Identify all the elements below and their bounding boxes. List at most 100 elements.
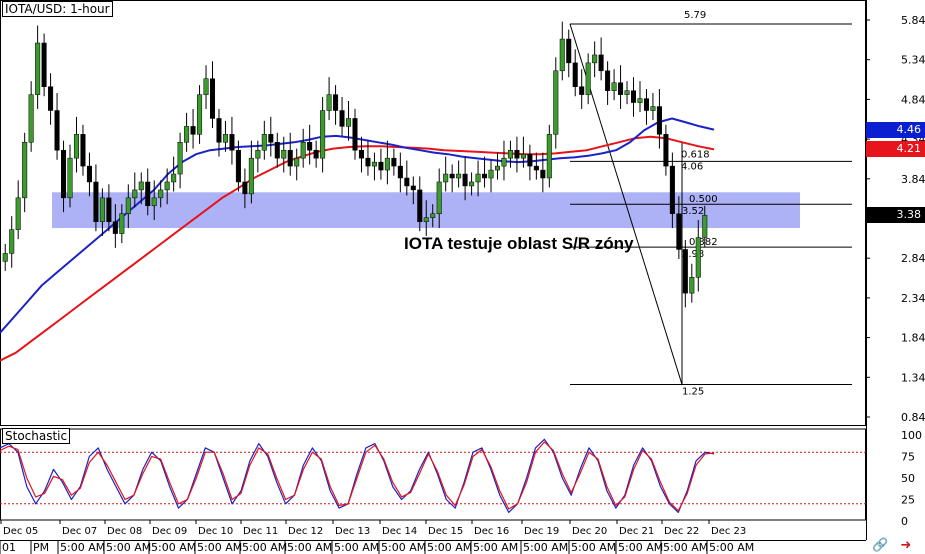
date-label: Dec 08	[107, 526, 142, 537]
time-label: 5:00 AM	[427, 541, 472, 554]
stochastic-d-line	[0, 441, 715, 512]
candle-body	[229, 134, 235, 151]
candle-body	[553, 70, 559, 135]
candle-body	[106, 197, 112, 222]
candle-body	[255, 149, 261, 159]
fib-label: 4.06	[681, 161, 703, 172]
date-label: Dec 05	[3, 526, 38, 537]
candle-body	[67, 157, 73, 199]
candle-body	[9, 229, 15, 254]
arrow-icon[interactable]: ➜	[900, 538, 912, 553]
date-label: Dec 12	[288, 526, 323, 537]
candle-body	[475, 173, 481, 183]
fib-label: 0.618	[681, 149, 710, 160]
time-label: 5:00 AM	[663, 541, 708, 554]
date-label: Dec 16	[474, 526, 509, 537]
candle-body	[73, 134, 80, 159]
candle-body	[333, 94, 339, 111]
candle-body	[404, 177, 410, 187]
fib-label: 1.25	[682, 386, 704, 397]
candle-body	[235, 149, 241, 183]
current-price-badge: 3.38	[866, 207, 925, 224]
candle-body	[119, 213, 125, 234]
time-label: 5:00 AM	[618, 541, 663, 554]
candle-body	[346, 118, 352, 127]
time-label: 5:00 AM	[287, 541, 332, 554]
candle-body	[80, 134, 86, 167]
candle-body	[248, 157, 254, 195]
candle-body	[449, 173, 455, 179]
date-label: Dec 21	[619, 526, 654, 537]
candle-body	[242, 181, 248, 195]
candle-body	[222, 134, 228, 143]
candle-body	[643, 98, 649, 111]
candle-body	[171, 173, 177, 183]
candle-body	[203, 78, 209, 95]
candle-body	[507, 149, 513, 159]
candle-body	[281, 149, 287, 159]
stochastic-title: Stochastic	[2, 428, 71, 444]
candle-body	[320, 110, 326, 159]
time-label: 5:00 AM	[242, 541, 287, 554]
candle-body	[520, 153, 526, 159]
price-tick-label: 1.84	[901, 332, 925, 345]
candle-body	[630, 90, 637, 103]
candle-body	[339, 110, 345, 127]
fib-label: 5.79	[684, 10, 706, 21]
candle-body	[365, 157, 371, 167]
date-label: Dec 19	[524, 526, 559, 537]
candle-body	[566, 38, 572, 64]
time-label: 5:00 AM	[381, 541, 426, 554]
candle-body	[41, 42, 47, 87]
candle-body	[546, 134, 552, 179]
candle-body	[494, 165, 501, 171]
price-tick-label: 0.84	[901, 411, 925, 424]
candle-body	[138, 181, 144, 191]
candle-body	[177, 142, 183, 175]
time-label: 5:00 AM	[473, 541, 518, 554]
date-label: Dec 13	[335, 526, 370, 537]
price-tick-label: 1.34	[901, 371, 925, 384]
candle-body	[637, 98, 643, 103]
fib-label: 0.500	[689, 194, 718, 205]
candle-body	[184, 126, 190, 143]
candle-body	[48, 86, 54, 111]
time-label: 5:00 AM	[60, 541, 105, 554]
candle-body	[35, 42, 41, 95]
stochastic-tick-label: 25	[901, 494, 915, 507]
candle-body	[669, 165, 675, 214]
candle-body	[93, 181, 99, 222]
stochastic-tick-label: 50	[901, 472, 915, 485]
candle-body	[695, 237, 701, 278]
candle-body	[618, 82, 624, 95]
candle-body	[125, 197, 131, 214]
time-label: 5:00 AM	[151, 541, 196, 554]
candle-body	[112, 221, 118, 234]
stochastic-tick-label: 100	[901, 429, 922, 442]
candle-body	[358, 149, 364, 159]
time-label: 5:00 AM	[197, 541, 242, 554]
chart-link-icon[interactable]: 🔗	[872, 538, 889, 553]
candle-body	[216, 118, 222, 143]
candle-body	[410, 185, 416, 191]
price-tick-label: 5.84	[901, 14, 925, 27]
candle-body	[469, 181, 475, 187]
candle-body	[650, 106, 656, 111]
date-label: Dec 10	[198, 526, 233, 537]
candle-body	[15, 197, 21, 230]
candle-body	[682, 249, 688, 294]
candle-body	[624, 90, 630, 95]
candle-body	[132, 189, 138, 199]
price-tick-label: 2.84	[901, 252, 925, 265]
candle-body	[164, 181, 170, 191]
candle-body	[689, 277, 695, 294]
stochastic-panel-border	[0, 428, 866, 521]
candle-body	[397, 165, 403, 179]
candle-body	[443, 173, 449, 183]
fib-label: 2.98	[682, 249, 704, 260]
ma-red-price-badge: 4.21	[866, 141, 925, 158]
candle-body	[145, 181, 151, 207]
candle-body	[676, 213, 682, 250]
candle-body	[585, 62, 591, 95]
candle-body	[307, 142, 313, 151]
